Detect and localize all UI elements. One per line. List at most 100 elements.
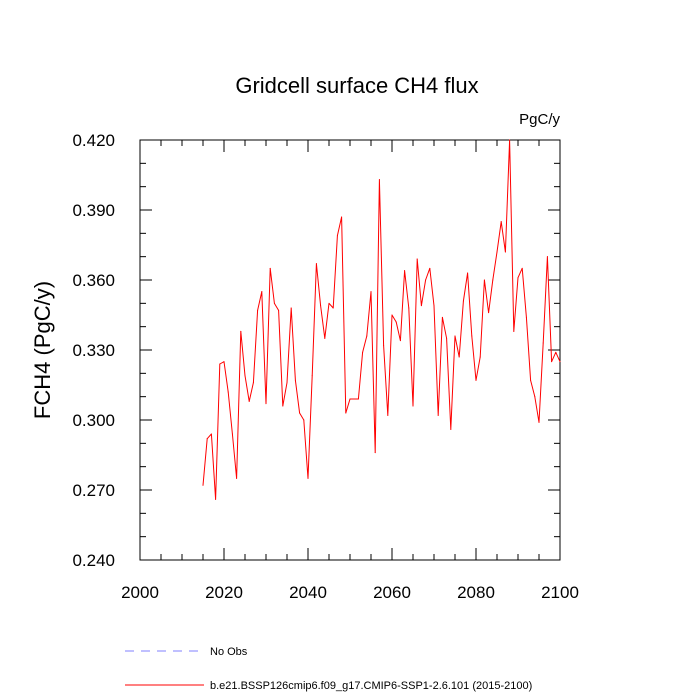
- data-point: [509, 139, 511, 141]
- data-point: [370, 291, 372, 293]
- data-point: [395, 321, 397, 323]
- legend: No Obs b.e21.BSSP126cmip6.f09_g17.CMIP6-…: [125, 646, 532, 692]
- data-point: [525, 316, 527, 318]
- data-point: [324, 337, 326, 339]
- data-point: [462, 300, 464, 302]
- data-point: [399, 340, 401, 342]
- data-point: [219, 363, 221, 365]
- data-point: [504, 251, 506, 253]
- y-tick-label: 0.360: [72, 271, 115, 290]
- x-tick-label: 2100: [541, 583, 579, 602]
- data-point: [467, 272, 469, 274]
- data-point: [500, 221, 502, 223]
- series-line: [202, 139, 561, 500]
- data-point: [315, 263, 317, 265]
- data-point: [215, 498, 217, 500]
- data-point: [425, 279, 427, 281]
- data-point: [236, 477, 238, 479]
- data-point: [366, 335, 368, 337]
- data-point: [290, 307, 292, 309]
- data-point: [206, 438, 208, 440]
- data-point: [378, 179, 380, 181]
- data-point: [450, 428, 452, 430]
- data-point: [349, 398, 351, 400]
- y-tick-label: 0.300: [72, 411, 115, 430]
- data-point: [282, 405, 284, 407]
- data-point: [353, 398, 355, 400]
- data-point: [446, 337, 448, 339]
- y-tick-label: 0.240: [72, 551, 115, 570]
- data-point: [357, 398, 359, 400]
- legend-label-no-obs: No Obs: [210, 646, 248, 658]
- data-point: [458, 356, 460, 358]
- data-point: [391, 314, 393, 316]
- x-tick-label: 2020: [205, 583, 243, 602]
- data-point: [404, 270, 406, 272]
- data-point: [521, 267, 523, 269]
- data-point: [273, 302, 275, 304]
- data-point: [210, 433, 212, 435]
- data-point: [332, 307, 334, 309]
- data-point: [374, 452, 376, 454]
- data-point: [362, 351, 364, 353]
- data-point: [416, 258, 418, 260]
- data-point: [257, 309, 259, 311]
- data-point: [336, 235, 338, 237]
- data-point: [513, 330, 515, 332]
- data-point: [542, 342, 544, 344]
- axis-ticks: 2000 2020 2040 2060 2080 2100 0.240 0.270 0.300 0…: [72, 131, 578, 602]
- data-point: [244, 375, 246, 377]
- data-point: [546, 256, 548, 258]
- data-point: [488, 312, 490, 314]
- data-point: [328, 302, 330, 304]
- plot-frame: [139, 139, 561, 561]
- data-point: [492, 279, 494, 281]
- data-point: [269, 267, 271, 269]
- y-axis-label: FCH4 (PgC/y): [30, 281, 55, 419]
- x-tick-label: 2000: [121, 583, 159, 602]
- data-point: [551, 361, 553, 363]
- x-tick-label: 2080: [457, 583, 495, 602]
- data-point: [311, 375, 313, 377]
- y-tick-label: 0.420: [72, 131, 115, 150]
- data-point: [479, 356, 481, 358]
- data-point: [231, 433, 233, 435]
- series-group: [202, 139, 561, 500]
- data-point: [530, 379, 532, 381]
- y-tick-label: 0.390: [72, 201, 115, 220]
- data-point: [387, 414, 389, 416]
- data-point: [534, 396, 536, 398]
- data-point: [408, 307, 410, 309]
- data-point: [320, 305, 322, 307]
- data-point: [383, 344, 385, 346]
- data-point: [261, 291, 263, 293]
- units-label: PgC/y: [519, 111, 560, 128]
- data-point: [538, 421, 540, 423]
- x-tick-label: 2040: [289, 583, 327, 602]
- data-point: [475, 379, 477, 381]
- data-point: [223, 361, 225, 363]
- data-point: [240, 330, 242, 332]
- data-point: [345, 412, 347, 414]
- legend-label-model: b.e21.BSSP126cmip6.f09_g17.CMIP6-SSP1-2.…: [210, 680, 532, 692]
- data-point: [496, 251, 498, 253]
- data-point: [299, 412, 301, 414]
- data-point: [307, 477, 309, 479]
- data-point: [303, 419, 305, 421]
- data-point: [227, 391, 229, 393]
- data-point: [437, 414, 439, 416]
- y-tick-label: 0.270: [72, 481, 115, 500]
- data-point: [483, 279, 485, 281]
- data-point: [555, 351, 557, 353]
- data-point: [471, 335, 473, 337]
- data-point: [441, 316, 443, 318]
- data-point: [252, 382, 254, 384]
- chart-title: Gridcell surface CH4 flux: [235, 73, 478, 98]
- data-point: [248, 400, 250, 402]
- data-point: [202, 484, 204, 486]
- data-point: [412, 405, 414, 407]
- data-point: [420, 305, 422, 307]
- data-point: [559, 361, 561, 363]
- data-point: [429, 267, 431, 269]
